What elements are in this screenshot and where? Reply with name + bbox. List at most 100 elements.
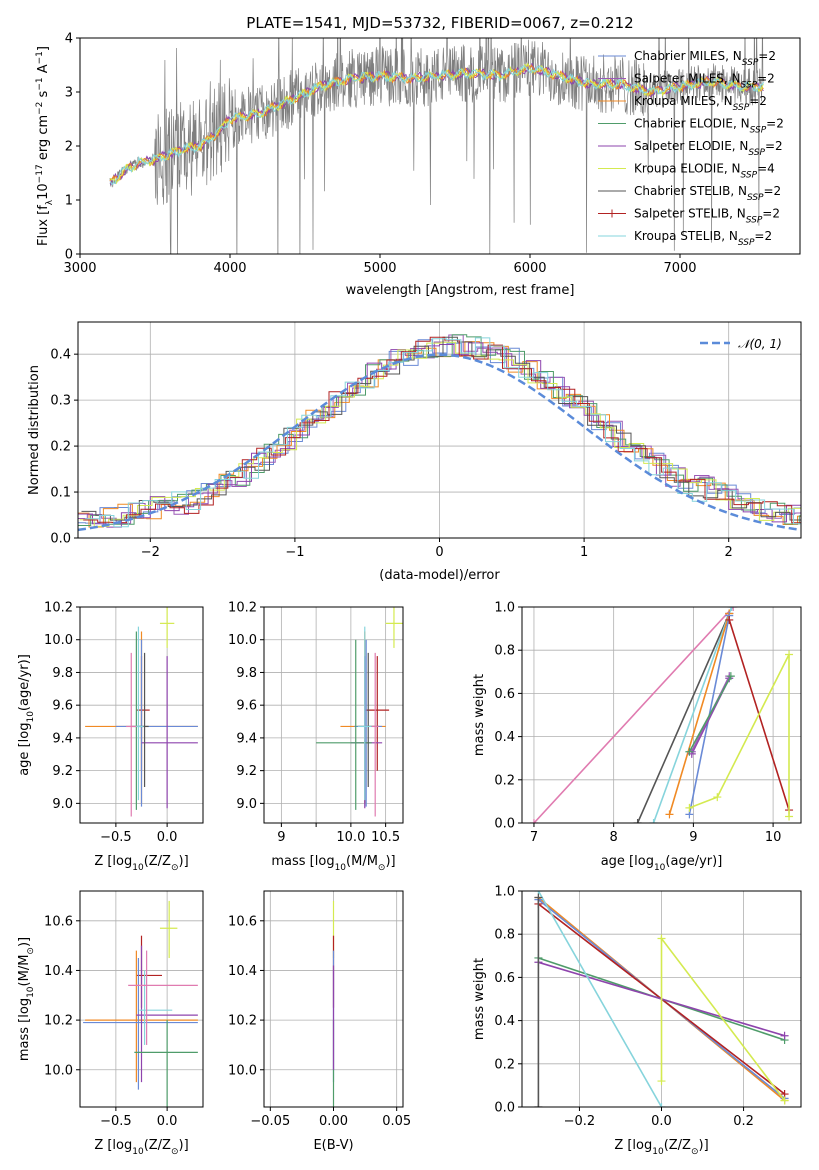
label-part: Kroupa MILES, N <box>634 94 733 108</box>
label-part: Kroupa STELIB, N <box>634 229 738 243</box>
weight-marker <box>633 819 642 823</box>
label-part: Salpeter ELODIE, N <box>634 139 748 153</box>
label-part: =2 <box>758 49 776 63</box>
histogram-step <box>81 336 801 521</box>
weight-line <box>688 675 732 753</box>
axes-spectrum: 3000 4000 5000 6000 7000 0 1 2 3 4 wavelength [Ang… <box>35 32 801 298</box>
label-part: ⊙ <box>171 863 179 873</box>
y-tick-label: 0.6 <box>494 687 515 702</box>
gaussian-curve <box>78 353 801 532</box>
plot-area <box>534 891 789 1107</box>
histogram-step <box>79 341 801 527</box>
label-part: Z [log <box>614 1138 652 1153</box>
label-part: )] <box>179 854 189 869</box>
label-part: Z [log <box>94 1138 132 1153</box>
label-part: SSP <box>750 126 767 136</box>
weight-marker <box>529 819 538 823</box>
label-part: ⊙ <box>691 1147 699 1157</box>
histogram-step <box>84 337 801 528</box>
x-axis-label: E(B-V) <box>313 1138 353 1153</box>
label-part: −1 <box>35 77 45 90</box>
weight-marker <box>725 615 734 624</box>
axes-frame <box>79 890 204 1108</box>
y-axis-label: mass weight <box>472 958 487 1040</box>
legend-label: Chabrier ELODIE, NSSP=2 <box>634 117 784 136</box>
histogram-step <box>78 334 801 524</box>
weight-marker <box>780 1096 789 1105</box>
label-part: SSP <box>746 216 763 226</box>
label-part: SSP <box>747 193 764 203</box>
y-tick-label: 10.2 <box>228 601 257 616</box>
x-tick-label: 0.00 <box>319 1114 348 1129</box>
y-tick-label: 3 <box>65 86 73 101</box>
axes-frame <box>79 606 204 824</box>
plot-area <box>529 607 794 823</box>
label-part: 10 <box>26 711 36 723</box>
weight-marker <box>727 607 736 611</box>
label-part: Flux [f <box>36 205 51 246</box>
label-part: =2 <box>762 207 780 221</box>
label-part: 10 <box>654 863 666 873</box>
axes-mass-vs-ebv: −0.05 0.00 0.05 10.0 10.2 10.4 10.6 E(B-V) <box>228 890 411 1153</box>
y-tick-label: 0.6 <box>494 971 515 986</box>
weight-marker <box>685 803 694 812</box>
y-tick-label: 9.0 <box>52 797 73 812</box>
y-axis-label: Normed distribution <box>27 365 42 495</box>
label-part: 10 <box>36 183 51 200</box>
weight-marker <box>534 893 543 902</box>
y-tick-label: 4 <box>65 32 73 47</box>
y-axis-label: mass [log10(M/M⊙)] <box>17 937 36 1061</box>
weight-marker <box>649 819 658 823</box>
y-tick-label: 0.1 <box>50 486 71 501</box>
label-part: mass [log <box>17 998 32 1061</box>
x-tick-label: −0.5 <box>100 830 132 845</box>
y-tick-label: 0 <box>65 248 73 263</box>
weight-marker <box>785 650 794 659</box>
x-tick-label: 9 <box>277 830 285 845</box>
label-part: age [log <box>601 854 654 869</box>
y-tick-label: 0.0 <box>494 1101 515 1116</box>
plots: 3000 4000 5000 6000 7000 0 1 2 3 4 wavelength [Ang… <box>17 32 802 1157</box>
weight-marker <box>780 1031 789 1040</box>
label-part: Salpeter MILES, N <box>634 72 741 86</box>
x-tick-label: −0.05 <box>250 1114 290 1129</box>
y-tick-label: 10.2 <box>228 1014 257 1029</box>
label-part: =2 <box>754 229 772 243</box>
y-tick-label: 1.0 <box>494 885 515 900</box>
y-tick-label: 0.2 <box>494 1057 515 1072</box>
label-part: (age/yr <box>17 664 32 711</box>
label-part: =2 <box>764 184 782 198</box>
label-part: Z [log <box>94 854 132 869</box>
axes-residuals: −2 −1 0 1 2 0.0 0.1 0.2 0.3 0.4 𝒩(0, 1) (data-model… <box>27 321 802 583</box>
weight-line <box>652 607 733 823</box>
label-part: 10 <box>132 863 144 873</box>
plot-area <box>78 334 801 532</box>
y-axis-label: Flux [fλ10−17 erg cm−2 s−1 A−1] <box>35 46 55 246</box>
y-tick-label: 0.4 <box>494 730 515 745</box>
x-axis-label: age [log10(age/yr)] <box>601 854 723 873</box>
weight-marker <box>657 1103 666 1107</box>
label-part: Chabrier MILES, N <box>634 49 742 63</box>
legend-label: Salpeter STELIB, NSSP=2 <box>634 207 780 226</box>
y-axis-label: age [log10(age/yr)] <box>17 654 36 776</box>
label-part: mass [log <box>271 854 334 869</box>
spectrum-model-line <box>109 65 764 185</box>
label-part: )] <box>385 854 395 869</box>
label-part: (age/yr <box>665 854 712 869</box>
histogram-step <box>78 339 801 524</box>
y-tick-label: 9.2 <box>236 764 257 779</box>
y-axis-label: mass weight <box>472 674 487 756</box>
label-part: =2 <box>757 72 775 86</box>
label-part: (Z/Z <box>144 854 171 869</box>
y-tick-label: 9.8 <box>236 666 257 681</box>
x-tick-label: 9 <box>689 830 697 845</box>
label-part: erg cm <box>36 115 51 164</box>
x-tick-label: 10.0 <box>336 830 365 845</box>
y-tick-label: 10.0 <box>44 1063 73 1078</box>
label-part: 10 <box>335 863 347 873</box>
label-part: A <box>36 64 51 77</box>
axes-mass-vs-Z: −0.5 0.010.010.210.410.6Z [log10(Z/Z⊙)]ma… <box>17 890 204 1157</box>
legend-label: Kroupa MILES, NSSP=2 <box>634 94 767 113</box>
label-part: ⊙ <box>26 947 36 955</box>
